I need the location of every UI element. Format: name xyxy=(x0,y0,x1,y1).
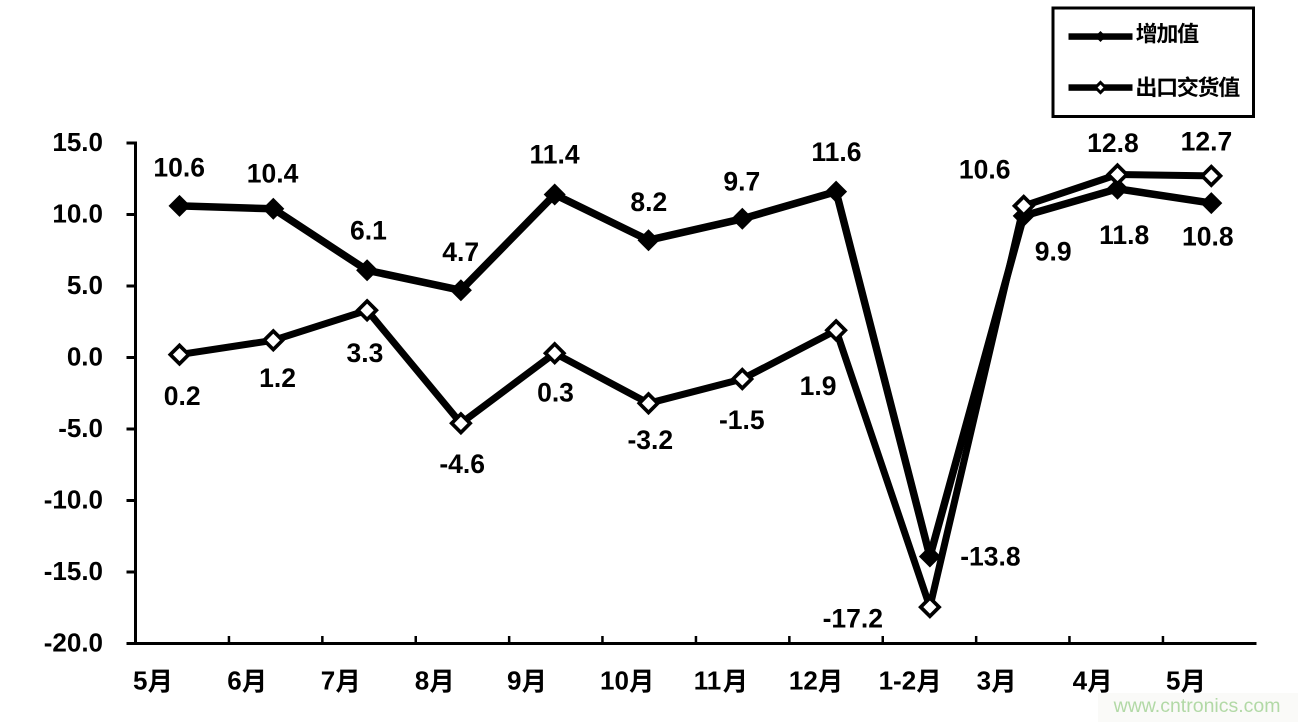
svg-text:10.6: 10.6 xyxy=(153,152,205,182)
svg-text:12.8: 12.8 xyxy=(1087,128,1139,158)
svg-text:3.3: 3.3 xyxy=(346,338,383,368)
svg-text:15.0: 15.0 xyxy=(52,127,103,157)
svg-text:8: 8 xyxy=(415,665,429,695)
svg-text:9: 9 xyxy=(507,665,521,695)
svg-text:-10.0: -10.0 xyxy=(44,485,103,515)
svg-text:5.0: 5.0 xyxy=(67,270,103,300)
svg-text:10.0: 10.0 xyxy=(52,199,103,229)
svg-text:-4.6: -4.6 xyxy=(439,449,485,479)
svg-text:1.9: 1.9 xyxy=(800,371,837,401)
svg-text:6: 6 xyxy=(227,665,241,695)
svg-text:-5.0: -5.0 xyxy=(58,413,103,443)
svg-text:11.8: 11.8 xyxy=(1099,220,1149,250)
svg-text:10: 10 xyxy=(600,665,629,695)
svg-text:6.1: 6.1 xyxy=(350,216,387,246)
svg-text:5: 5 xyxy=(133,665,147,695)
svg-text:7: 7 xyxy=(321,665,335,695)
svg-text:0.3: 0.3 xyxy=(537,377,574,407)
svg-text:12: 12 xyxy=(789,665,818,695)
svg-text:-15.0: -15.0 xyxy=(44,556,103,586)
svg-text:-1.5: -1.5 xyxy=(719,405,765,435)
svg-text:www.cntronics.com: www.cntronics.com xyxy=(1113,695,1281,717)
svg-text:5: 5 xyxy=(1166,665,1180,695)
svg-text:4.7: 4.7 xyxy=(442,237,479,267)
svg-text:1-2: 1-2 xyxy=(879,665,917,695)
svg-text:10.6: 10.6 xyxy=(959,155,1011,185)
svg-text:10.8: 10.8 xyxy=(1182,221,1234,251)
svg-text:-17.2: -17.2 xyxy=(823,603,883,633)
svg-text:3: 3 xyxy=(977,665,991,695)
svg-text:11: 11 xyxy=(694,665,722,695)
svg-text:-13.8: -13.8 xyxy=(960,542,1020,572)
svg-text:9.9: 9.9 xyxy=(1035,237,1072,267)
svg-text:-20.0: -20.0 xyxy=(44,628,103,658)
svg-text:12.7: 12.7 xyxy=(1181,126,1233,156)
svg-text:9.7: 9.7 xyxy=(723,166,760,196)
svg-text:4: 4 xyxy=(1073,665,1088,695)
svg-text:11.6: 11.6 xyxy=(811,137,861,167)
svg-text:8.2: 8.2 xyxy=(630,187,667,217)
svg-text:-3.2: -3.2 xyxy=(627,425,673,455)
svg-text:0.2: 0.2 xyxy=(164,381,201,411)
svg-text:0.0: 0.0 xyxy=(67,342,103,372)
svg-text:1.2: 1.2 xyxy=(259,363,296,393)
svg-text:11.4: 11.4 xyxy=(529,140,579,170)
svg-text:10.4: 10.4 xyxy=(247,158,299,188)
